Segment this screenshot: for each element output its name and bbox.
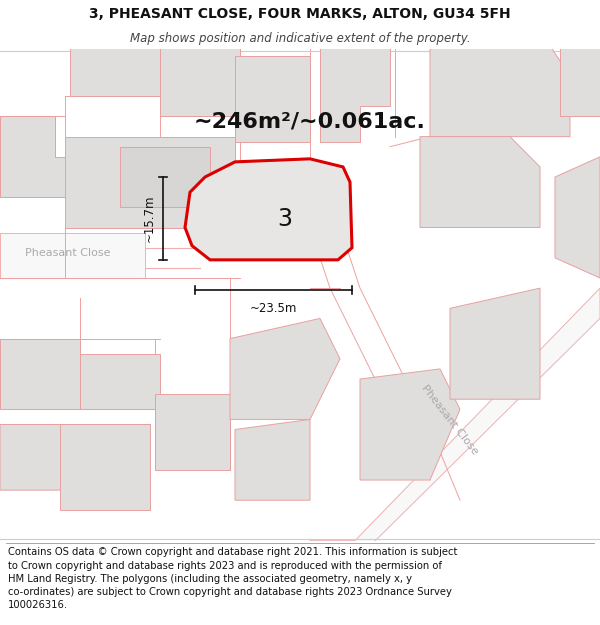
Polygon shape bbox=[70, 46, 240, 116]
Text: Pheasant Close: Pheasant Close bbox=[420, 382, 480, 456]
Text: Pheasant Close: Pheasant Close bbox=[25, 248, 111, 258]
Polygon shape bbox=[235, 177, 342, 242]
Polygon shape bbox=[555, 157, 600, 278]
Polygon shape bbox=[80, 354, 160, 409]
Polygon shape bbox=[0, 232, 145, 278]
Text: ~23.5m: ~23.5m bbox=[250, 302, 297, 315]
Text: ~15.7m: ~15.7m bbox=[143, 194, 155, 242]
Polygon shape bbox=[155, 394, 230, 470]
Polygon shape bbox=[120, 147, 210, 208]
Polygon shape bbox=[235, 56, 310, 142]
Text: 3: 3 bbox=[277, 208, 293, 231]
Polygon shape bbox=[420, 137, 540, 228]
Text: 3, PHEASANT CLOSE, FOUR MARKS, ALTON, GU34 5FH: 3, PHEASANT CLOSE, FOUR MARKS, ALTON, GU… bbox=[89, 7, 511, 21]
Polygon shape bbox=[560, 46, 600, 116]
Polygon shape bbox=[430, 46, 570, 137]
Polygon shape bbox=[0, 424, 90, 490]
Polygon shape bbox=[235, 419, 310, 500]
Polygon shape bbox=[65, 137, 235, 228]
Polygon shape bbox=[360, 369, 460, 480]
Polygon shape bbox=[320, 46, 390, 142]
Polygon shape bbox=[0, 116, 80, 198]
Polygon shape bbox=[310, 288, 600, 561]
Text: ~246m²/~0.061ac.: ~246m²/~0.061ac. bbox=[194, 111, 426, 131]
Text: Contains OS data © Crown copyright and database right 2021. This information is : Contains OS data © Crown copyright and d… bbox=[8, 548, 457, 610]
Polygon shape bbox=[230, 318, 340, 419]
Polygon shape bbox=[160, 46, 240, 116]
Polygon shape bbox=[60, 424, 150, 511]
Polygon shape bbox=[450, 288, 540, 399]
Polygon shape bbox=[0, 339, 80, 409]
Text: Map shows position and indicative extent of the property.: Map shows position and indicative extent… bbox=[130, 31, 470, 44]
Polygon shape bbox=[185, 159, 352, 260]
